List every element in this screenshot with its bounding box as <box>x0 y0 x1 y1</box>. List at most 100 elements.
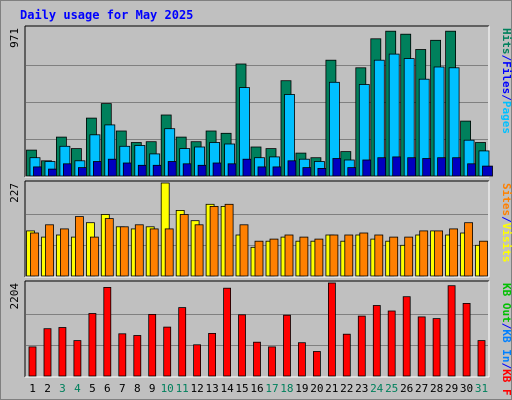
bar-sites-day-3 <box>60 228 69 277</box>
bar-kb-f-day-14 <box>223 287 232 377</box>
bar-kb-f-day-4 <box>73 340 82 377</box>
bar-kb-f-day-21 <box>327 282 336 377</box>
bar-kb-f-day-17 <box>268 346 276 377</box>
kbytes-panel: 2204 KB Out/KB In/KB F <box>8 280 512 396</box>
bar-sites-day-12 <box>194 224 204 277</box>
legend-item: KB F <box>500 369 512 396</box>
legend: KB Out/KB In/KB F <box>500 283 512 396</box>
legend: Hits/Files/Pages <box>500 28 512 134</box>
bar-kb-f-day-29 <box>447 285 456 377</box>
legend-item: Sites <box>500 183 512 216</box>
bar-kb-f-day-11 <box>178 307 187 377</box>
legend-item: Pages <box>500 101 512 134</box>
x-tick-label-day-3: 3 <box>59 382 66 395</box>
bar-pages-day-31 <box>482 165 493 177</box>
bar-sites-day-31 <box>479 240 488 277</box>
bar-kb-f-day-24 <box>372 305 381 377</box>
x-tick-label-day-5: 5 <box>89 382 96 395</box>
x-tick-label-day-9: 9 <box>149 382 156 395</box>
legend-item: KB Out <box>500 283 512 323</box>
bar-sites-day-17 <box>269 238 279 277</box>
x-tick-label-day-8: 8 <box>134 382 141 395</box>
bar-kb-f-day-7 <box>118 333 127 377</box>
bar-kb-f-day-25 <box>387 310 396 377</box>
bar-kb-f-day-27 <box>417 316 426 377</box>
x-tick-label-day-23: 23 <box>355 382 368 395</box>
x-tick-label-day-25: 25 <box>385 382 398 395</box>
bar-kb-f-day-3 <box>58 327 67 377</box>
bar-sites-day-13 <box>209 205 219 277</box>
bar-sites-day-24 <box>374 234 384 277</box>
bar-sites-day-11 <box>179 214 189 277</box>
x-tick-label-day-6: 6 <box>104 382 111 395</box>
x-tick-label-day-18: 18 <box>280 382 293 395</box>
bar-sites-day-5 <box>90 236 99 277</box>
bar-sites-day-18 <box>284 234 294 277</box>
x-tick-label-day-28: 28 <box>430 382 443 395</box>
bar-sites-day-7 <box>119 226 129 277</box>
bar-kb-f-day-19 <box>297 342 306 377</box>
legend-item: Visits <box>500 223 512 263</box>
bar-sites-day-28 <box>434 230 444 277</box>
x-tick-label-day-24: 24 <box>370 382 384 395</box>
x-tick-label-day-10: 10 <box>161 382 174 395</box>
bar-sites-day-1 <box>30 232 39 277</box>
x-tick-label-day-29: 29 <box>445 382 458 395</box>
bar-sites-day-2 <box>45 224 54 277</box>
bar-kb-f-day-23 <box>357 315 366 377</box>
pages-files-hits-panel: 971 Hits/Files/Pages <box>8 25 512 178</box>
bar-kb-f-day-10 <box>163 326 172 377</box>
legend-item: / <box>500 323 512 330</box>
bar-sites-day-26 <box>404 236 414 277</box>
bar-kb-f-day-16 <box>253 341 261 377</box>
bar-kb-f-day-15 <box>238 314 246 377</box>
bar-kb-f-day-6 <box>103 286 112 377</box>
chart-title: Daily usage for May 2025 <box>20 8 193 22</box>
x-tick-label-day-15: 15 <box>235 382 248 395</box>
bar-sites-day-16 <box>254 240 264 277</box>
bar-kb-f-day-18 <box>283 314 291 377</box>
legend-item: Files <box>500 61 512 94</box>
bar-sites-day-30 <box>464 222 474 277</box>
visits-sites-panel: 227 Sites/Visits <box>8 180 512 278</box>
bar-sites-day-20 <box>314 238 324 277</box>
x-tick-label-day-7: 7 <box>119 382 126 395</box>
bar-sites-day-19 <box>299 236 309 277</box>
legend-item: / <box>500 55 512 62</box>
x-tick-label-day-2: 2 <box>44 382 51 395</box>
y-max-label: 2204 <box>8 283 21 310</box>
bar-kb-f-day-30 <box>462 302 471 377</box>
x-tick-label-day-30: 30 <box>460 382 473 395</box>
bar-kb-f-day-13 <box>208 332 217 377</box>
bar-kb-f-day-12 <box>193 344 202 377</box>
x-tick-label-day-20: 20 <box>310 382 323 395</box>
bar-kb-f-day-2 <box>43 328 52 377</box>
bar-kb-f-day-22 <box>342 333 351 377</box>
bar-kb-f-day-8 <box>133 335 142 377</box>
bar-sites-day-8 <box>134 224 144 277</box>
x-tick-label-day-14: 14 <box>220 382 234 395</box>
bar-sites-day-6 <box>104 218 114 277</box>
x-tick-label-day-13: 13 <box>205 382 218 395</box>
bar-sites-day-9 <box>149 228 159 277</box>
x-tick-label-day-22: 22 <box>340 382 353 395</box>
bar-sites-day-14 <box>224 203 234 277</box>
x-tick-label-day-21: 21 <box>325 382 338 395</box>
bar-sites-day-10 <box>164 228 174 277</box>
bar-kb-f-day-9 <box>148 313 157 377</box>
legend-item: / <box>500 216 512 223</box>
bar-kb-f-day-5 <box>88 313 97 377</box>
x-tick-label-day-16: 16 <box>250 382 263 395</box>
x-tick-label-day-26: 26 <box>400 382 413 395</box>
x-tick-label-day-11: 11 <box>176 382 189 395</box>
bar-sites-day-15 <box>239 224 249 277</box>
bar-sites-day-22 <box>344 234 354 277</box>
legend-item: Hits <box>500 28 512 55</box>
y-max-label: 227 <box>8 183 21 203</box>
legend-item: KB In <box>500 329 512 362</box>
legend: Sites/Visits <box>500 183 512 263</box>
bar-sites-day-21 <box>329 234 339 277</box>
bar-kb-f-day-1 <box>28 346 37 377</box>
x-tick-label-day-1: 1 <box>29 382 36 395</box>
